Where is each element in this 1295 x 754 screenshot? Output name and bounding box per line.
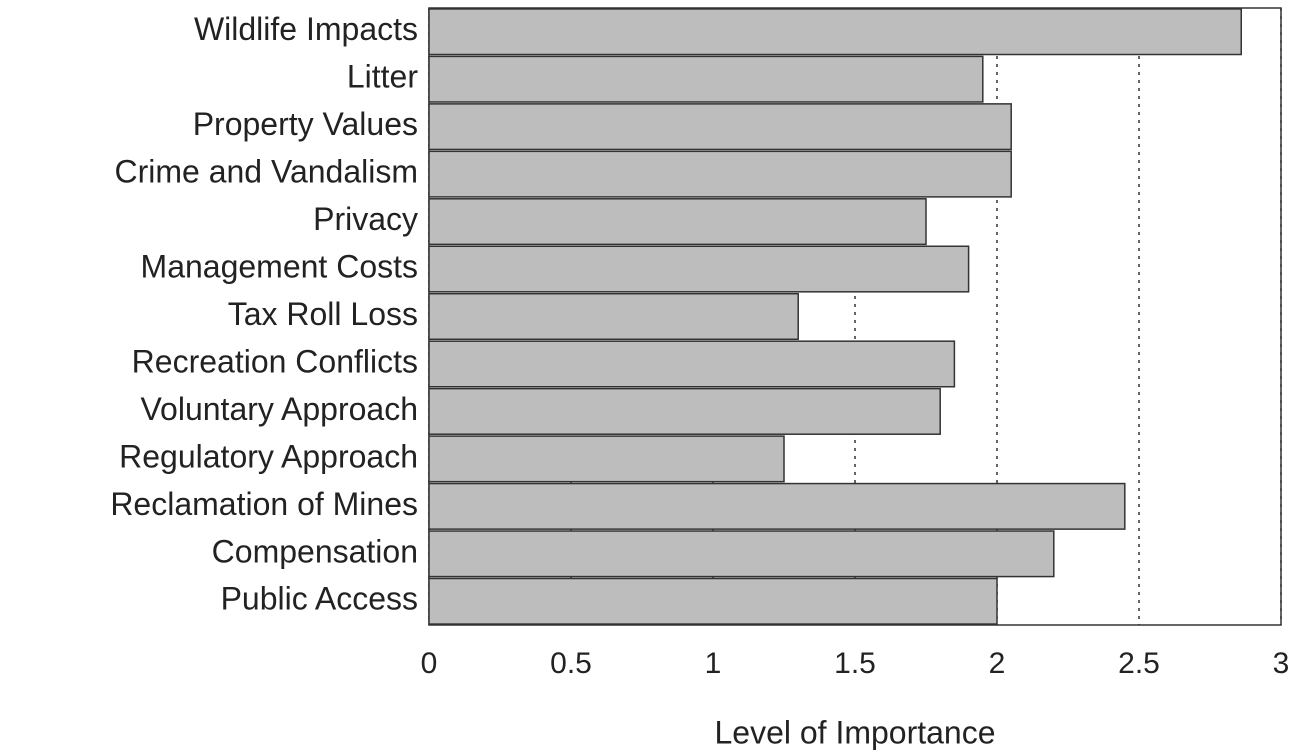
y-tick-label: Regulatory Approach	[119, 438, 418, 474]
bar	[428, 198, 927, 246]
bar	[428, 435, 785, 483]
bar	[428, 292, 799, 341]
x-tick-label: 3	[1273, 647, 1290, 680]
bar	[428, 387, 941, 435]
bar	[428, 530, 1055, 578]
x-tick-label: 0	[421, 647, 438, 680]
y-tick-label: Recreation Conflicts	[132, 343, 418, 379]
x-tick-label: 2.5	[1118, 647, 1160, 680]
y-tick-label: Compensation	[212, 533, 418, 569]
y-tick-label: Public Access	[221, 581, 418, 617]
y-tick-label: Wildlife Impacts	[194, 11, 418, 47]
x-tick-label: 0.5	[550, 647, 592, 680]
y-tick-label: Management Costs	[141, 248, 418, 284]
x-tick-label: 1.5	[834, 647, 876, 680]
x-tick-label: 1	[705, 647, 722, 680]
y-tick-label: Tax Roll Loss	[228, 296, 418, 332]
bar	[428, 150, 1012, 198]
y-tick-label: Crime and Vandalism	[114, 154, 418, 190]
x-tick-label: 2	[989, 647, 1006, 680]
y-tick-label: Property Values	[193, 106, 418, 142]
bar	[428, 245, 970, 293]
y-tick-label: Voluntary Approach	[140, 391, 418, 427]
bar	[428, 482, 1126, 530]
bar	[428, 577, 998, 625]
bar	[428, 8, 1242, 56]
bar	[428, 340, 956, 388]
bar	[428, 55, 984, 103]
y-tick-label: Privacy	[313, 201, 418, 237]
bar	[428, 103, 1012, 151]
x-axis-label: Level of Importance	[714, 714, 995, 750]
y-tick-label: Litter	[347, 59, 418, 95]
y-tick-label: Reclamation of Mines	[110, 486, 418, 522]
